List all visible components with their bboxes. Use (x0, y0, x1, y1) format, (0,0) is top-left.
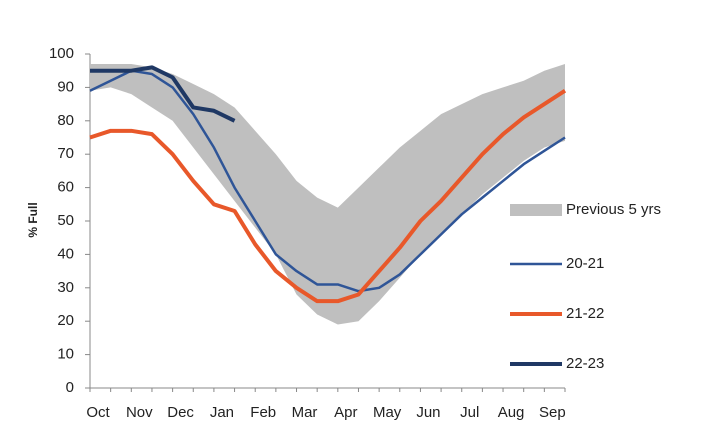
x-tick-label: May (373, 404, 402, 421)
y-tick-label: 20 (57, 312, 74, 329)
x-tick-label: Oct (86, 404, 110, 421)
y-tick-label: 30 (57, 279, 74, 296)
legend-label: 22-23 (566, 355, 604, 372)
x-tick-label: Nov (126, 404, 153, 421)
series-line (90, 65, 236, 123)
legend-label: 20-21 (566, 255, 604, 272)
y-tick-label: 50 (57, 212, 74, 229)
y-tick-label: 90 (57, 78, 74, 95)
y-tick-label: 60 (57, 179, 74, 196)
legend-swatch (510, 204, 562, 216)
series-line (89, 89, 567, 304)
y-tick-label: 80 (57, 112, 74, 129)
y-tick-label: 10 (57, 346, 74, 363)
x-tick-label: Mar (292, 404, 318, 421)
y-tick-label: 100 (49, 45, 74, 62)
series-line (89, 69, 566, 293)
x-tick-label: Jul (460, 404, 479, 421)
x-tick-label: Aug (498, 404, 525, 421)
y-tick-label: 40 (57, 245, 74, 262)
legend-label: 21-22 (566, 305, 604, 322)
x-tick-label: Jan (210, 404, 234, 421)
y-tick-label: 0 (66, 379, 74, 396)
legend-label: Previous 5 yrs (566, 201, 661, 218)
x-tick-label: Jun (416, 404, 440, 421)
y-axis-label: % Full (26, 202, 40, 237)
x-tick-label: Feb (250, 404, 276, 421)
range-area (90, 64, 565, 325)
x-tick-label: Sep (539, 404, 566, 421)
y-tick-label: 70 (57, 145, 74, 162)
x-tick-label: Apr (334, 404, 357, 421)
x-tick-label: Dec (167, 404, 194, 421)
